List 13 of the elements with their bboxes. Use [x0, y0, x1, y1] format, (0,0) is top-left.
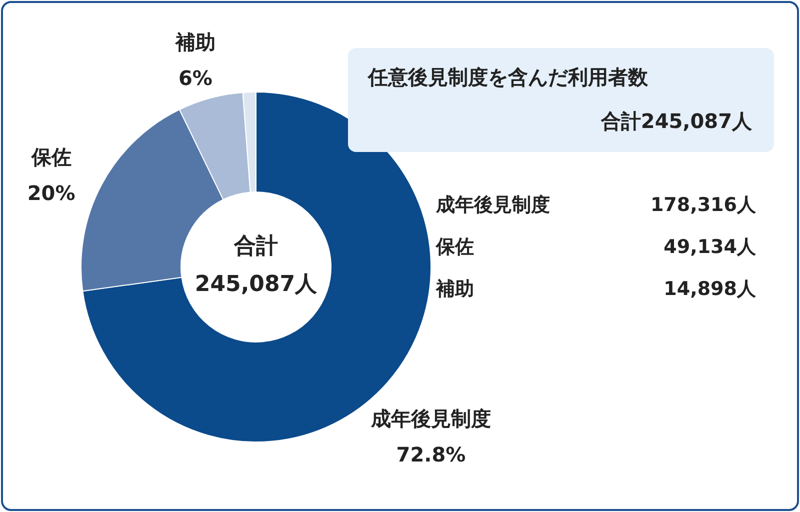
text: 保佐 49,134人	[436, 236, 756, 258]
slice-label: 成年後見制度	[370, 406, 491, 430]
data-label: 72.8%	[396, 442, 466, 466]
text: 補助 14,898人	[436, 278, 756, 300]
slice-label: 補助	[174, 30, 216, 54]
data-label: 6%	[178, 66, 212, 90]
slice-label: 保佐	[30, 144, 72, 169]
text: 合計 245,087人	[194, 233, 318, 299]
text: 任意後見制度を含んだ利用者数	[368, 64, 648, 91]
text: 成年後見制度 178,316人	[436, 194, 756, 216]
text: 合計245,087人	[600, 108, 752, 135]
donut-slice	[82, 92, 432, 442]
data-label: 20%	[27, 180, 76, 205]
